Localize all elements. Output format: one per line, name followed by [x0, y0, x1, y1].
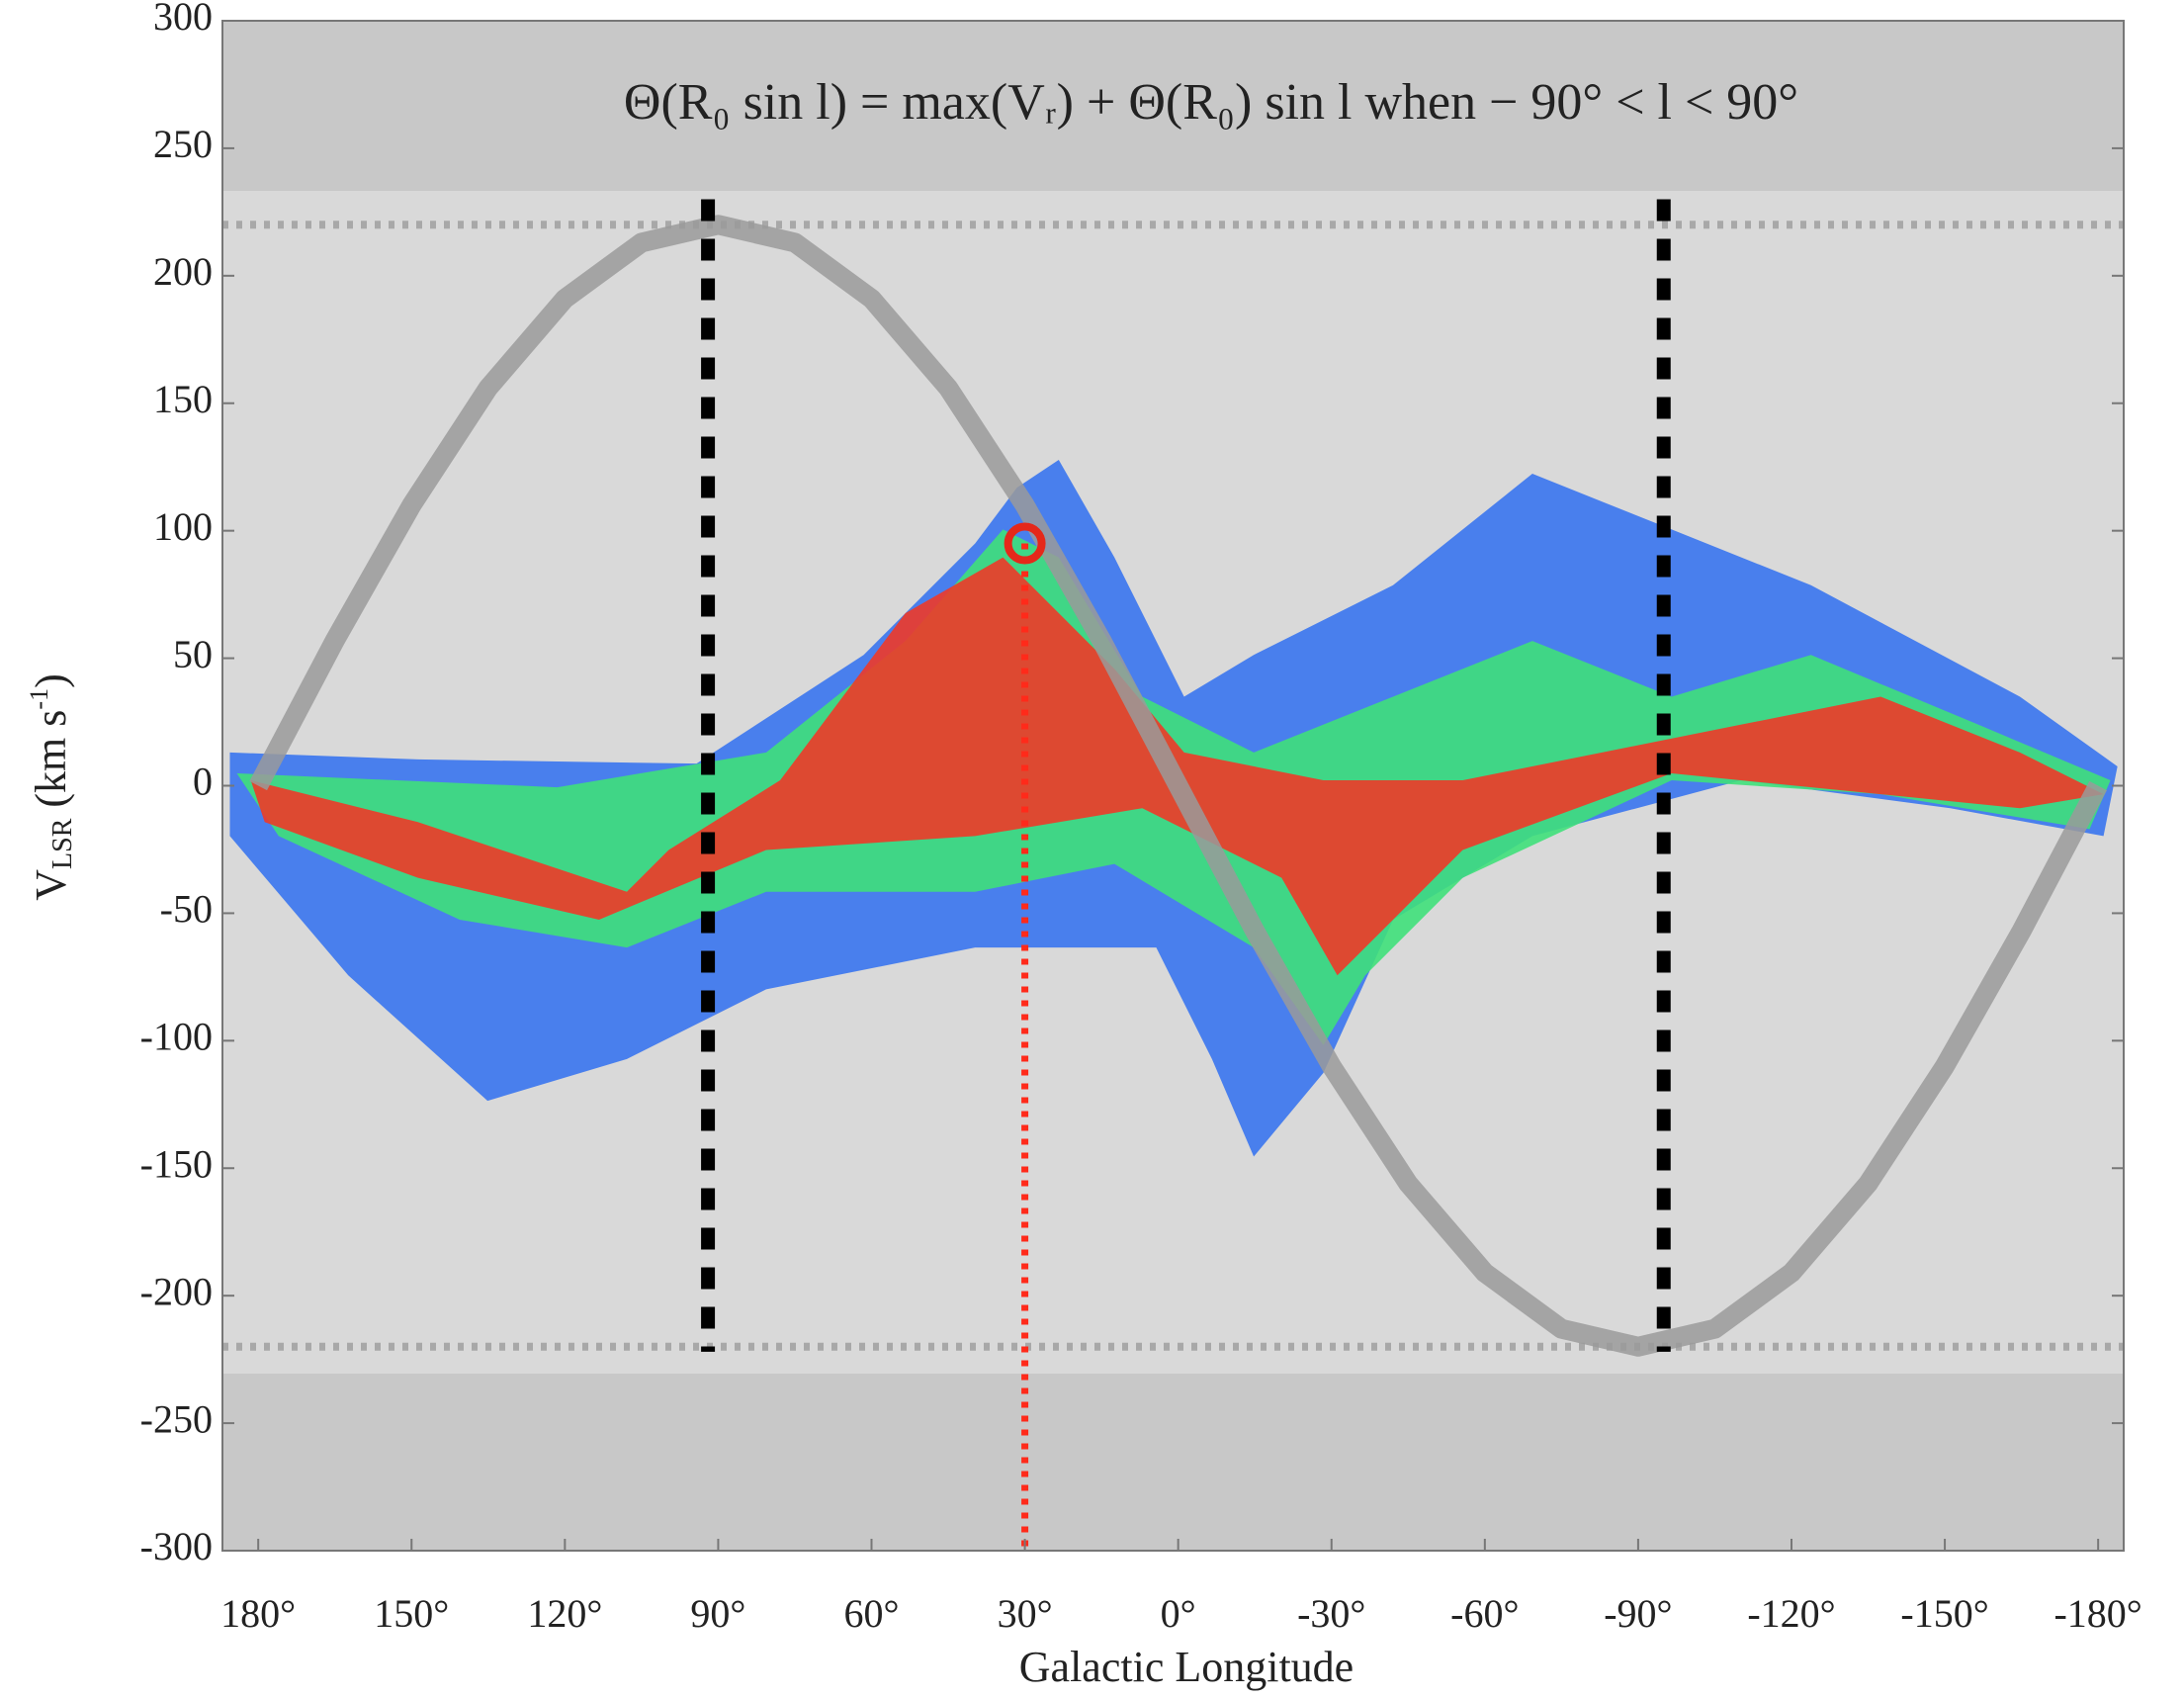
y-tick-label: -100 — [140, 1015, 213, 1059]
x-tick-label: -120° — [1747, 1591, 1835, 1636]
x-tick-label: 30° — [998, 1591, 1053, 1636]
y-axis-label: VLSR (km s-1) — [25, 673, 78, 900]
x-tick-label: 180° — [220, 1591, 296, 1636]
marker-circle — [1004, 522, 1046, 565]
y-tick-label: 200 — [153, 249, 213, 294]
y-tick-label: 50 — [173, 632, 213, 676]
y-tick-label: -150 — [140, 1141, 213, 1186]
y-tick-label: -50 — [160, 887, 213, 932]
y-tick-label: 300 — [153, 0, 213, 39]
x-axis-label: Galactic Longitude — [1019, 1643, 1354, 1691]
y-label-sub: LSR — [47, 818, 78, 869]
x-tick-label: 60° — [844, 1591, 900, 1636]
y-tick-label: -200 — [140, 1269, 213, 1313]
y-tick-label: -300 — [140, 1524, 213, 1568]
y-tick-label: 150 — [153, 377, 213, 421]
y-label-unit: (km s — [27, 710, 75, 819]
x-tick-label: 90° — [690, 1591, 745, 1636]
y-label-sup: -1 — [25, 688, 53, 710]
x-tick-label: -180° — [2053, 1591, 2141, 1636]
y-label-close: ) — [27, 673, 75, 688]
marks — [222, 199, 2124, 1551]
x-tick-label: -60° — [1450, 1591, 1519, 1636]
y-label-main: V — [27, 869, 75, 901]
x-tick-label: -150° — [1900, 1591, 1988, 1636]
rotation-curve — [249, 215, 2107, 1357]
x-tick-label: -30° — [1297, 1591, 1365, 1636]
y-tick-label: 0 — [193, 760, 213, 804]
x-tick-label: -90° — [1604, 1591, 1672, 1636]
y-tick-label: 100 — [153, 504, 213, 549]
x-tick-label: 150° — [374, 1591, 449, 1636]
x-tick-label: 0° — [1161, 1591, 1196, 1636]
y-tick-label: -250 — [140, 1396, 213, 1441]
x-tick-label: 120° — [527, 1591, 602, 1636]
y-tick-label: 250 — [153, 122, 213, 166]
annotation-formula: Θ(R₀ sin l) = max(Vᵣ) + Θ(R₀) sin l when… — [624, 74, 1798, 131]
